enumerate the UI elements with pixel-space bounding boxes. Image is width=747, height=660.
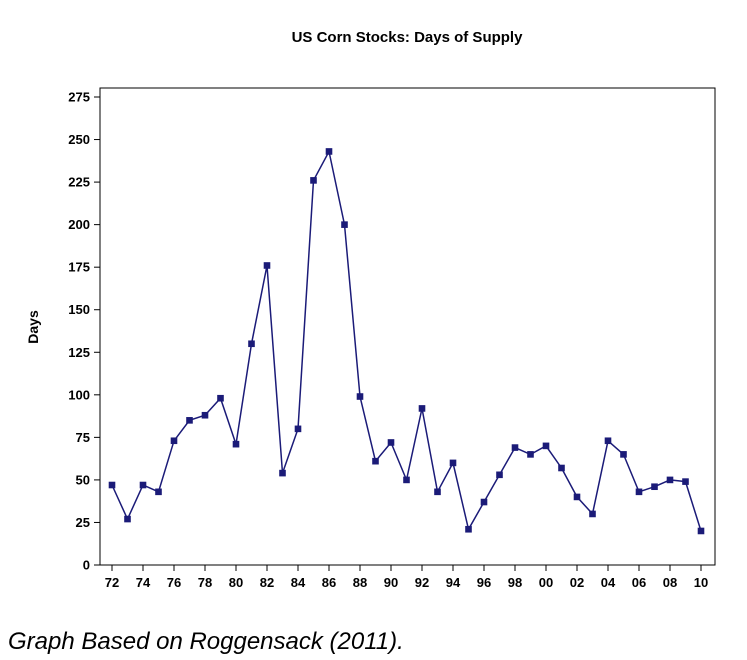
data-point [542, 442, 550, 450]
data-point [201, 411, 209, 419]
x-tick-label: 74 [136, 575, 151, 590]
data-point [620, 451, 627, 458]
data-point [232, 440, 240, 448]
data-point [124, 515, 131, 523]
data-point [279, 469, 286, 477]
x-tick-label: 84 [291, 575, 306, 590]
data-point [248, 340, 255, 348]
data-point [217, 394, 224, 402]
data-point [465, 525, 472, 533]
x-tick-label: 96 [477, 575, 491, 590]
source-caption: Graph Based on Roggensack (2011). [8, 628, 404, 655]
x-tick-label: 10 [694, 575, 708, 590]
x-tick-label: 98 [508, 575, 522, 590]
y-tick-label: 50 [76, 472, 90, 487]
y-tick-label: 0 [83, 558, 90, 573]
y-tick-label: 100 [68, 387, 90, 402]
data-point [403, 476, 410, 484]
data-point [651, 483, 658, 491]
data-point [682, 478, 689, 485]
data-point [186, 417, 193, 424]
x-tick-label: 04 [601, 575, 616, 590]
y-tick-label: 125 [68, 345, 90, 360]
x-tick-label: 94 [446, 575, 461, 590]
data-point [356, 393, 364, 400]
data-point [666, 476, 674, 484]
data-point [263, 262, 271, 269]
y-tick-label: 250 [68, 132, 90, 147]
chart-title: US Corn Stocks: Days of Supply [292, 29, 524, 46]
x-tick-label: 02 [570, 575, 584, 590]
x-tick-label: 90 [384, 575, 398, 590]
x-tick-label: 00 [539, 575, 553, 590]
y-tick-label: 150 [68, 302, 90, 317]
data-point [372, 457, 379, 465]
data-point [108, 481, 116, 489]
y-tick-label: 225 [68, 175, 90, 190]
data-point [294, 425, 302, 433]
x-tick-label: 86 [322, 575, 336, 590]
data-point [558, 464, 565, 472]
data-point [418, 405, 426, 412]
data-point [341, 221, 348, 228]
x-tick-label: 82 [260, 575, 274, 590]
x-tick-label: 88 [353, 575, 367, 590]
y-axis-label: Days [25, 310, 41, 344]
data-point [434, 488, 441, 496]
y-tick-label: 75 [76, 430, 90, 445]
data-point [139, 481, 147, 489]
data-point [310, 177, 317, 184]
plot-frame [99, 87, 716, 566]
x-tick-label: 06 [632, 575, 646, 590]
data-point [589, 510, 596, 518]
y-tick-label: 200 [68, 217, 90, 232]
data-point [387, 439, 395, 446]
corn-stocks-chart: US Corn Stocks: Days of Supply Days 0 25 5… [25, 29, 716, 590]
data-point [573, 493, 581, 501]
data-point [325, 148, 333, 155]
y-tick-label: 275 [68, 90, 90, 105]
data-point [449, 459, 457, 467]
data-point [604, 437, 612, 445]
data-point [697, 527, 705, 535]
data-point [496, 471, 503, 479]
x-tick-label: 80 [229, 575, 243, 590]
data-point [511, 444, 519, 451]
data-point [527, 451, 534, 458]
x-tick-label: 78 [198, 575, 212, 590]
y-tick-label: 25 [76, 515, 90, 530]
x-tick-label: 72 [105, 575, 119, 590]
data-point [170, 437, 178, 445]
x-tick-label: 76 [167, 575, 181, 590]
data-point [155, 488, 162, 496]
data-point [480, 498, 488, 506]
y-tick-label: 175 [68, 260, 90, 275]
x-tick-label: 92 [415, 575, 429, 590]
data-point [635, 488, 643, 496]
x-tick-label: 08 [663, 575, 677, 590]
series-line [111, 149, 702, 532]
